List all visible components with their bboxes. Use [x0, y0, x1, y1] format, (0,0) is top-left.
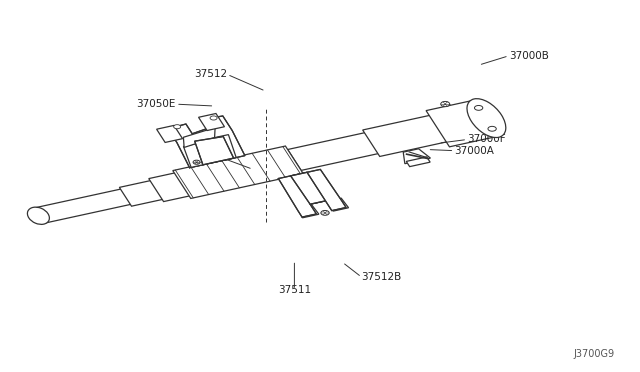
- Polygon shape: [426, 100, 498, 147]
- Text: 37512: 37512: [194, 70, 227, 79]
- Polygon shape: [278, 169, 346, 217]
- Text: 37000F: 37000F: [467, 135, 506, 144]
- Polygon shape: [198, 113, 225, 131]
- Polygon shape: [287, 132, 383, 170]
- Polygon shape: [168, 116, 245, 168]
- Polygon shape: [328, 198, 349, 211]
- Ellipse shape: [193, 160, 200, 164]
- Polygon shape: [195, 137, 234, 165]
- Polygon shape: [297, 205, 319, 218]
- Text: 37511: 37511: [278, 285, 311, 295]
- Ellipse shape: [488, 126, 496, 131]
- Polygon shape: [291, 172, 326, 204]
- Ellipse shape: [28, 207, 49, 224]
- Ellipse shape: [173, 125, 180, 129]
- Text: 37512B: 37512B: [362, 272, 402, 282]
- Text: 37050E: 37050E: [136, 99, 176, 109]
- Ellipse shape: [467, 99, 506, 138]
- Ellipse shape: [474, 106, 483, 110]
- Ellipse shape: [441, 102, 450, 107]
- Ellipse shape: [210, 116, 217, 120]
- Polygon shape: [403, 149, 431, 164]
- Text: 37000A: 37000A: [454, 146, 494, 155]
- Text: 37000B: 37000B: [509, 51, 548, 61]
- Polygon shape: [363, 114, 451, 157]
- Text: 37000: 37000: [185, 151, 218, 161]
- Polygon shape: [148, 173, 192, 202]
- Polygon shape: [214, 135, 236, 160]
- Ellipse shape: [321, 211, 329, 215]
- Text: J3700G9: J3700G9: [573, 349, 614, 359]
- Polygon shape: [173, 146, 303, 198]
- Polygon shape: [406, 157, 430, 167]
- Polygon shape: [157, 125, 182, 142]
- Polygon shape: [120, 180, 167, 206]
- Polygon shape: [184, 144, 203, 167]
- Polygon shape: [184, 128, 215, 147]
- Polygon shape: [33, 188, 136, 224]
